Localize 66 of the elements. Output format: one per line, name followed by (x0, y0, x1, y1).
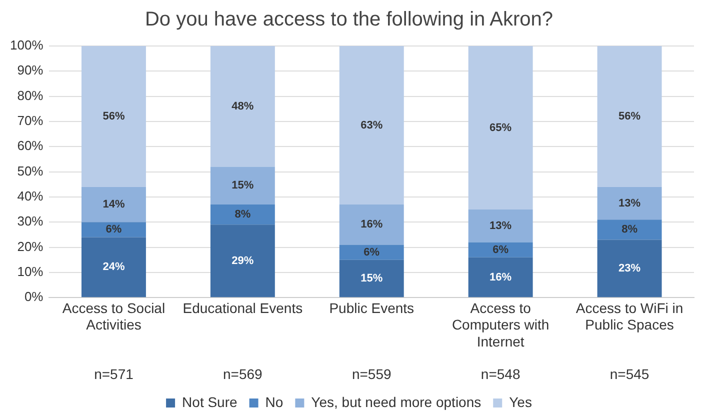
data-label: 6% (492, 244, 509, 256)
text: n=545 (610, 366, 650, 382)
y-tick-label: 50% (17, 163, 44, 178)
x-tick-label: Educational Events (182, 300, 303, 316)
chart-title: Do you have access to the following in Akron? (144, 8, 554, 31)
bar (339, 244, 404, 260)
y-tick-label: 100% (10, 38, 44, 53)
legend-label: Yes, but need more options (311, 394, 482, 410)
x-tick-label: Public Events (329, 300, 414, 316)
data-label: 65% (490, 122, 512, 134)
x-tick-label: Access to Social Activities (62, 300, 166, 333)
bar (597, 220, 662, 240)
bar (339, 260, 404, 298)
data-label: 6% (364, 246, 380, 258)
y-tick-label: 60% (17, 138, 44, 154)
y-tick-label: 10% (17, 264, 44, 280)
y-tick-label: 30% (17, 214, 44, 229)
y-tick-label: 70% (17, 113, 44, 128)
bar (339, 204, 404, 245)
data-label: 13% (490, 220, 512, 232)
data-label: 15% (232, 180, 254, 192)
data-label: 16% (490, 271, 512, 284)
bar (468, 257, 533, 298)
y-tick-label: 0% (24, 289, 44, 304)
legend-label: Not Sure (182, 394, 238, 410)
bar (210, 204, 275, 225)
y-tick-label: 80% (17, 88, 44, 103)
bar (81, 186, 146, 222)
data-label: 24% (102, 261, 125, 274)
text: n=559 (352, 366, 392, 382)
data-label: 6% (106, 224, 122, 236)
bar (210, 224, 275, 298)
bar (81, 222, 146, 238)
bar (597, 240, 662, 298)
x-tick-label: Access to WiFi in Public Spaces (576, 300, 684, 333)
text: n=569 (223, 366, 263, 382)
bar (81, 237, 146, 298)
data-label: 23% (618, 262, 641, 274)
bar (210, 46, 275, 167)
data-label: 15% (360, 272, 383, 285)
y-tick-label: 20% (17, 238, 44, 254)
data-label: 56% (618, 110, 641, 122)
y-tick-label: 40% (17, 188, 44, 204)
text: n=548 (480, 366, 520, 382)
data-label: 13% (618, 197, 641, 210)
bar (468, 210, 533, 242)
x-tick-label: Access to Computers with Internet (452, 300, 550, 350)
data-label: 16% (360, 218, 383, 231)
legend-label: Yes (509, 394, 532, 410)
bar (468, 46, 533, 210)
bar (468, 242, 533, 258)
legend-label: No (265, 394, 284, 410)
data-label: 56% (102, 110, 125, 122)
bar (339, 46, 404, 205)
data-label: 48% (232, 100, 254, 112)
data-label: 63% (360, 119, 383, 132)
text: n=571 (94, 366, 134, 382)
bar (210, 166, 275, 205)
bar (597, 186, 662, 220)
y-tick-label: 90% (17, 62, 44, 78)
data-label: 8% (234, 208, 251, 221)
data-label: 8% (622, 224, 638, 236)
data-label: 14% (102, 198, 125, 211)
data-label: 29% (232, 254, 254, 267)
bar (81, 46, 146, 187)
bar (597, 46, 662, 187)
